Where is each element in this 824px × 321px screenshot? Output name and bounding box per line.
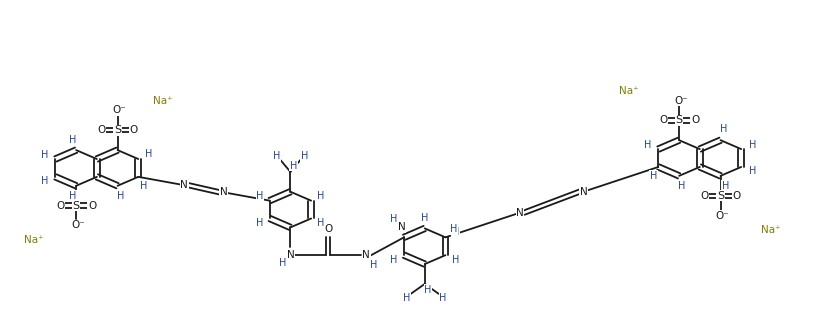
Text: H: H — [450, 224, 457, 234]
Text: H: H — [421, 213, 428, 222]
Text: H: H — [391, 255, 398, 265]
Text: N: N — [580, 187, 588, 196]
Text: H: H — [722, 181, 729, 191]
Text: H: H — [439, 293, 447, 303]
Text: N: N — [180, 180, 188, 190]
Text: N: N — [287, 250, 294, 260]
Text: O⁻: O⁻ — [715, 211, 729, 221]
Text: Na⁺: Na⁺ — [620, 86, 639, 96]
Text: H: H — [452, 227, 459, 237]
Text: H: H — [256, 191, 264, 201]
Text: H: H — [301, 151, 308, 161]
Text: H: H — [371, 260, 378, 270]
Text: H: H — [317, 219, 325, 229]
Text: O: O — [691, 115, 700, 125]
Text: S: S — [717, 191, 724, 201]
Text: S: S — [114, 125, 121, 135]
Text: H: H — [649, 171, 657, 181]
Text: Na⁺: Na⁺ — [761, 225, 780, 235]
Text: H: H — [644, 140, 651, 150]
Text: H: H — [144, 149, 152, 159]
Text: O: O — [700, 191, 709, 201]
Text: H: H — [424, 285, 432, 295]
Text: H: H — [273, 151, 280, 161]
Text: O: O — [324, 224, 332, 234]
Text: H: H — [290, 161, 297, 171]
Text: O: O — [129, 125, 138, 135]
Text: S: S — [73, 201, 80, 211]
Text: H: H — [40, 176, 48, 186]
Text: H: H — [40, 150, 48, 160]
Text: O: O — [733, 191, 741, 201]
Text: O⁻: O⁻ — [113, 105, 126, 116]
Text: H: H — [720, 124, 728, 134]
Text: Na⁺: Na⁺ — [152, 96, 172, 106]
Text: S: S — [676, 115, 682, 125]
Text: N: N — [220, 187, 227, 197]
Text: H: H — [139, 181, 147, 191]
Text: H: H — [279, 258, 286, 268]
Text: O: O — [97, 125, 105, 135]
Text: H: H — [256, 219, 264, 229]
Text: H: H — [678, 181, 686, 191]
Text: N: N — [516, 208, 524, 218]
Text: H: H — [69, 135, 77, 145]
Text: H: H — [391, 214, 398, 224]
Text: O⁻: O⁻ — [674, 96, 688, 106]
Text: N: N — [363, 250, 370, 260]
Text: O⁻: O⁻ — [71, 221, 85, 230]
Text: H: H — [748, 166, 756, 176]
Text: O: O — [88, 201, 96, 211]
Text: Na⁺: Na⁺ — [25, 235, 44, 245]
Text: O: O — [659, 115, 667, 125]
Text: H: H — [452, 255, 459, 265]
Text: H: H — [403, 293, 410, 303]
Text: H: H — [117, 191, 124, 201]
Text: H: H — [748, 140, 756, 150]
Text: O: O — [56, 201, 64, 211]
Text: H: H — [69, 191, 77, 201]
Text: H: H — [317, 191, 325, 201]
Text: N: N — [398, 222, 406, 232]
